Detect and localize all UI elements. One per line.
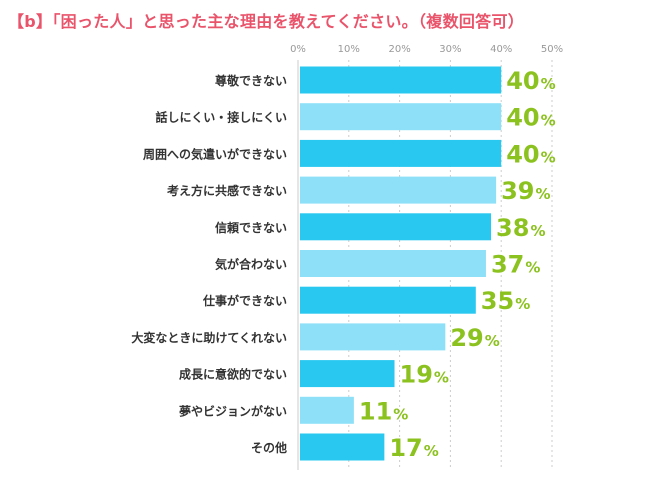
value-label-percent: % [515,295,530,313]
bar [300,360,395,388]
bar [300,213,492,241]
value-labels: 40%40%40%39%38%37%35%29%19%11%17% [359,67,556,462]
value-label-number: 35 [481,287,514,315]
x-tick-label: 40% [490,44,512,55]
bar [300,139,502,167]
category-label: 大変なときに助けてくれない [131,330,287,345]
value-label-number: 17 [389,434,422,462]
bar [300,176,497,204]
category-label: 考え方に共感できない [167,183,287,198]
category-label: 気が合わない [215,257,287,272]
x-tick-label: 0% [290,44,306,55]
value-label-number: 40 [506,104,539,132]
value-label-number: 40 [506,67,539,95]
value-label: 38% [496,214,545,242]
category-label: 信頼できない [215,220,287,235]
x-tick-label: 50% [541,44,563,55]
bar [300,286,476,314]
value-label: 17% [389,434,438,462]
value-label: 40% [506,104,555,132]
value-label: 40% [506,67,555,95]
value-label-number: 29 [450,324,483,352]
value-label-percent: % [541,75,556,93]
category-label: 夢やビジョンがない [179,403,287,418]
value-label-number: 39 [501,177,534,205]
category-label: 尊敬できない [215,73,287,88]
category-label: 周囲への気遣いができない [143,146,287,161]
value-label-percent: % [485,332,500,350]
value-label: 37% [491,251,540,279]
bar [300,433,385,461]
x-tick-label: 10% [338,44,360,55]
value-label-percent: % [530,222,545,240]
bar [300,396,354,424]
x-axis-tick-labels: 0% 10% 20% 30% 40% 50% [290,44,563,55]
value-label: 35% [481,287,530,315]
bar [300,323,446,351]
value-label-percent: % [536,185,551,203]
x-tick-label: 20% [388,44,410,55]
value-label-number: 38 [496,214,529,242]
value-label-number: 11 [359,397,392,425]
value-label: 29% [450,324,499,352]
bars [300,66,502,461]
value-label-number: 19 [400,361,433,389]
value-label: 40% [506,140,555,168]
category-label: 仕事ができない [202,293,287,308]
value-label: 11% [359,397,408,425]
category-label: その他 [251,440,287,455]
value-label-percent: % [424,442,439,460]
value-label-number: 37 [491,251,524,279]
value-label-percent: % [541,112,556,130]
chart-title: 【b】「困った人」と思った主な理由を教えてください。（複数回答可） [8,12,525,31]
x-tick-label: 30% [439,44,461,55]
value-label-percent: % [434,369,449,387]
value-label-percent: % [393,405,408,423]
bar [300,250,486,277]
category-labels: 尊敬できない話しにくい・接しにくい周囲への気遣いができない考え方に共感できない信… [131,73,287,455]
category-label: 成長に意欲的でない [179,367,287,382]
bar [300,66,502,94]
value-label: 39% [501,177,550,205]
bar [300,103,502,131]
category-label: 話しにくい・接しにくい [155,110,287,125]
value-label: 19% [400,361,449,389]
value-label-percent: % [525,259,540,277]
value-label-percent: % [541,148,556,166]
value-label-number: 40 [506,140,539,168]
